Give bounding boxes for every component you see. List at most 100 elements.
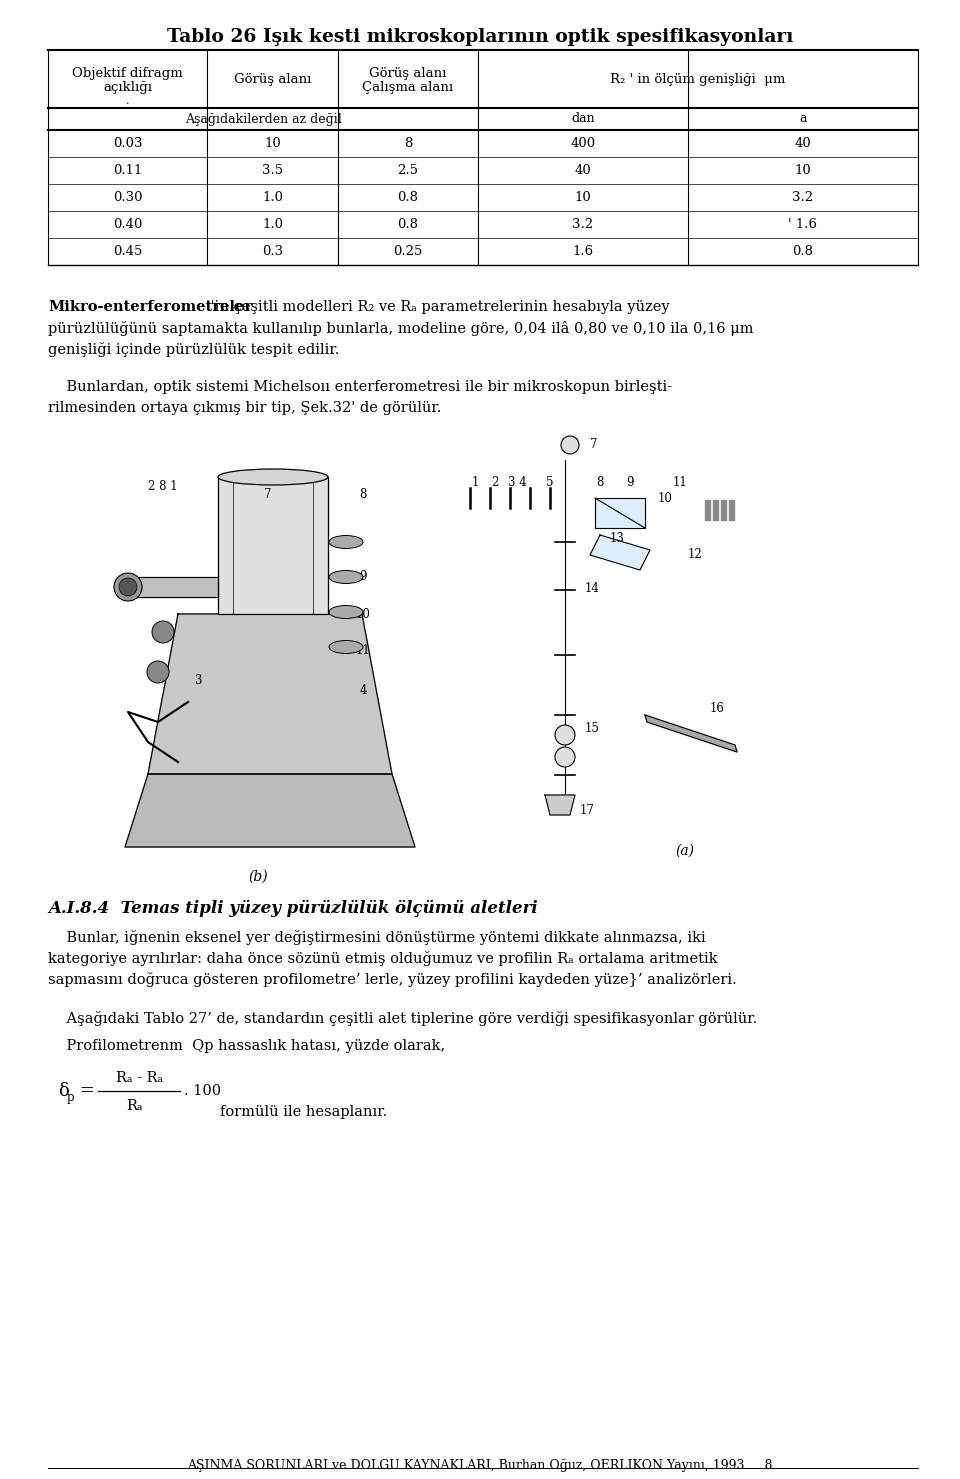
Text: 12: 12	[687, 549, 703, 562]
Polygon shape	[645, 714, 737, 751]
Ellipse shape	[152, 621, 174, 643]
Text: rilmesinden ortaya çıkmış bir tip, Şek.32' de görülür.: rilmesinden ortaya çıkmış bir tip, Şek.3…	[48, 401, 442, 416]
Polygon shape	[729, 500, 734, 521]
Text: genişliği içinde pürüzlülük tespit edilir.: genişliği içinde pürüzlülük tespit edili…	[48, 342, 340, 356]
Polygon shape	[713, 500, 718, 521]
Text: 10: 10	[795, 164, 811, 177]
Text: 8: 8	[596, 476, 604, 490]
Text: kategoriye ayrılırlar: daha önce sözünü etmiş olduğumuz ve profilin Rₐ ortalama : kategoriye ayrılırlar: daha önce sözünü …	[48, 951, 718, 966]
Ellipse shape	[555, 725, 575, 745]
Text: AŞINMA SORUNLARI ve DOLGU KAYNAKLARI, Burhan Oğuz, OERLIKON Yayını, 1993     8: AŞINMA SORUNLARI ve DOLGU KAYNAKLARI, Bu…	[187, 1458, 773, 1472]
Text: 1: 1	[471, 476, 479, 490]
Text: 0.03: 0.03	[112, 138, 142, 149]
Text: 16: 16	[710, 701, 725, 714]
Ellipse shape	[114, 572, 142, 600]
Text: δ: δ	[58, 1083, 69, 1100]
Text: 4: 4	[359, 683, 367, 697]
Text: 0.30: 0.30	[112, 191, 142, 204]
Text: 8: 8	[404, 138, 412, 149]
Text: Bunlardan, optik sistemi Michelsoıı enterferometresi ile bir mikroskopun birleşt: Bunlardan, optik sistemi Michelsoıı ente…	[48, 380, 672, 393]
Ellipse shape	[561, 436, 579, 454]
Text: 3 4: 3 4	[508, 476, 526, 490]
Text: 0.3: 0.3	[262, 246, 283, 257]
Text: Tablo 26 Işık kesti mikroskoplarının optik spesifikasyonları: Tablo 26 Işık kesti mikroskoplarının opt…	[167, 28, 793, 46]
Text: (a): (a)	[676, 845, 694, 858]
Ellipse shape	[329, 605, 363, 618]
Text: 3.5: 3.5	[262, 164, 283, 177]
Text: Rₐ - Rₐ: Rₐ - Rₐ	[116, 1071, 163, 1086]
Text: 3: 3	[194, 673, 202, 686]
Ellipse shape	[329, 640, 363, 654]
Text: . 100: . 100	[184, 1084, 221, 1097]
Text: 5: 5	[546, 476, 554, 490]
Text: 0.8: 0.8	[793, 246, 813, 257]
Polygon shape	[133, 577, 218, 598]
Text: 1.6: 1.6	[572, 246, 593, 257]
Text: dan: dan	[571, 112, 595, 126]
Text: 0.25: 0.25	[394, 246, 422, 257]
Text: 13: 13	[610, 531, 625, 544]
Text: 10: 10	[264, 138, 281, 149]
Ellipse shape	[329, 535, 363, 549]
Text: Objektif difragm: Objektif difragm	[72, 67, 182, 80]
Text: Rₐ: Rₐ	[126, 1099, 142, 1114]
Text: 0.8: 0.8	[397, 217, 419, 231]
Ellipse shape	[119, 578, 137, 596]
Text: 15: 15	[585, 722, 600, 735]
Text: formülü ile hesaplanır.: formülü ile hesaplanır.	[220, 1105, 387, 1120]
Text: Mikro-enterferometreler: Mikro-enterferometreler	[48, 300, 252, 314]
Text: 1.0: 1.0	[262, 191, 283, 204]
Text: a: a	[800, 112, 806, 126]
Text: ' 1.6: ' 1.6	[788, 217, 818, 231]
Text: A.I.8.4  Temas tipli yüzey pürüzlülük ölçümü aletleri: A.I.8.4 Temas tipli yüzey pürüzlülük ölç…	[48, 901, 538, 917]
Polygon shape	[545, 796, 575, 815]
Ellipse shape	[147, 661, 169, 683]
Text: 11: 11	[355, 643, 371, 657]
Text: 2: 2	[492, 476, 498, 490]
Text: 400: 400	[570, 138, 595, 149]
Ellipse shape	[329, 571, 363, 584]
Text: 40: 40	[795, 138, 811, 149]
Text: 11: 11	[673, 476, 687, 490]
Text: .: .	[126, 96, 130, 106]
Text: 9: 9	[626, 476, 634, 490]
Text: 0.45: 0.45	[113, 246, 142, 257]
Polygon shape	[148, 614, 392, 774]
Text: 7: 7	[590, 438, 597, 451]
Text: 10: 10	[658, 491, 672, 504]
Text: 0.11: 0.11	[113, 164, 142, 177]
Text: 14: 14	[585, 581, 600, 595]
Ellipse shape	[218, 469, 328, 485]
Ellipse shape	[555, 747, 575, 768]
Text: 8: 8	[359, 488, 367, 501]
Text: =: =	[74, 1083, 95, 1100]
Text: 6: 6	[570, 438, 578, 451]
Text: Profilometrenm  Qp hassaslık hatası, yüzde olarak,: Profilometrenm Qp hassaslık hatası, yüzd…	[48, 1040, 445, 1053]
Text: 'in çeşitli modelleri R₂ ve Rₐ parametrelerinin hesabıyla yüzey: 'in çeşitli modelleri R₂ ve Rₐ parametre…	[205, 300, 669, 314]
Polygon shape	[705, 500, 710, 521]
Text: 17: 17	[580, 803, 595, 816]
Text: 3.2: 3.2	[792, 191, 813, 204]
Text: p: p	[67, 1090, 75, 1103]
Text: R₂ ' in ölçüm genişliği  μm: R₂ ' in ölçüm genişliği μm	[611, 72, 785, 86]
Text: 40: 40	[575, 164, 591, 177]
Text: 2.5: 2.5	[397, 164, 419, 177]
Text: 0.40: 0.40	[113, 217, 142, 231]
Text: (b): (b)	[249, 870, 268, 884]
Text: sapmasını doğruca gösteren profilometre’ lerle, yüzey profilini kaydeden yüze}’ : sapmasını doğruca gösteren profilometre’…	[48, 972, 736, 986]
Text: Bunlar, iğnenin eksenel yer değiştirmesini dönüştürme yöntemi dikkate alınmazsa,: Bunlar, iğnenin eksenel yer değiştirmesi…	[48, 930, 706, 945]
Text: 10: 10	[575, 191, 591, 204]
Text: 10: 10	[355, 608, 371, 621]
Text: 0.8: 0.8	[397, 191, 419, 204]
Polygon shape	[590, 535, 650, 569]
Polygon shape	[218, 478, 328, 614]
Text: 7: 7	[264, 488, 272, 501]
Text: 3.2: 3.2	[572, 217, 593, 231]
Text: Görüş alanı: Görüş alanı	[370, 67, 446, 80]
Polygon shape	[721, 500, 726, 521]
Text: Görüş alanı: Görüş alanı	[234, 72, 311, 86]
Text: 1.0: 1.0	[262, 217, 283, 231]
Text: açıklığı: açıklığı	[103, 80, 152, 93]
Polygon shape	[595, 498, 645, 528]
Polygon shape	[125, 774, 415, 847]
